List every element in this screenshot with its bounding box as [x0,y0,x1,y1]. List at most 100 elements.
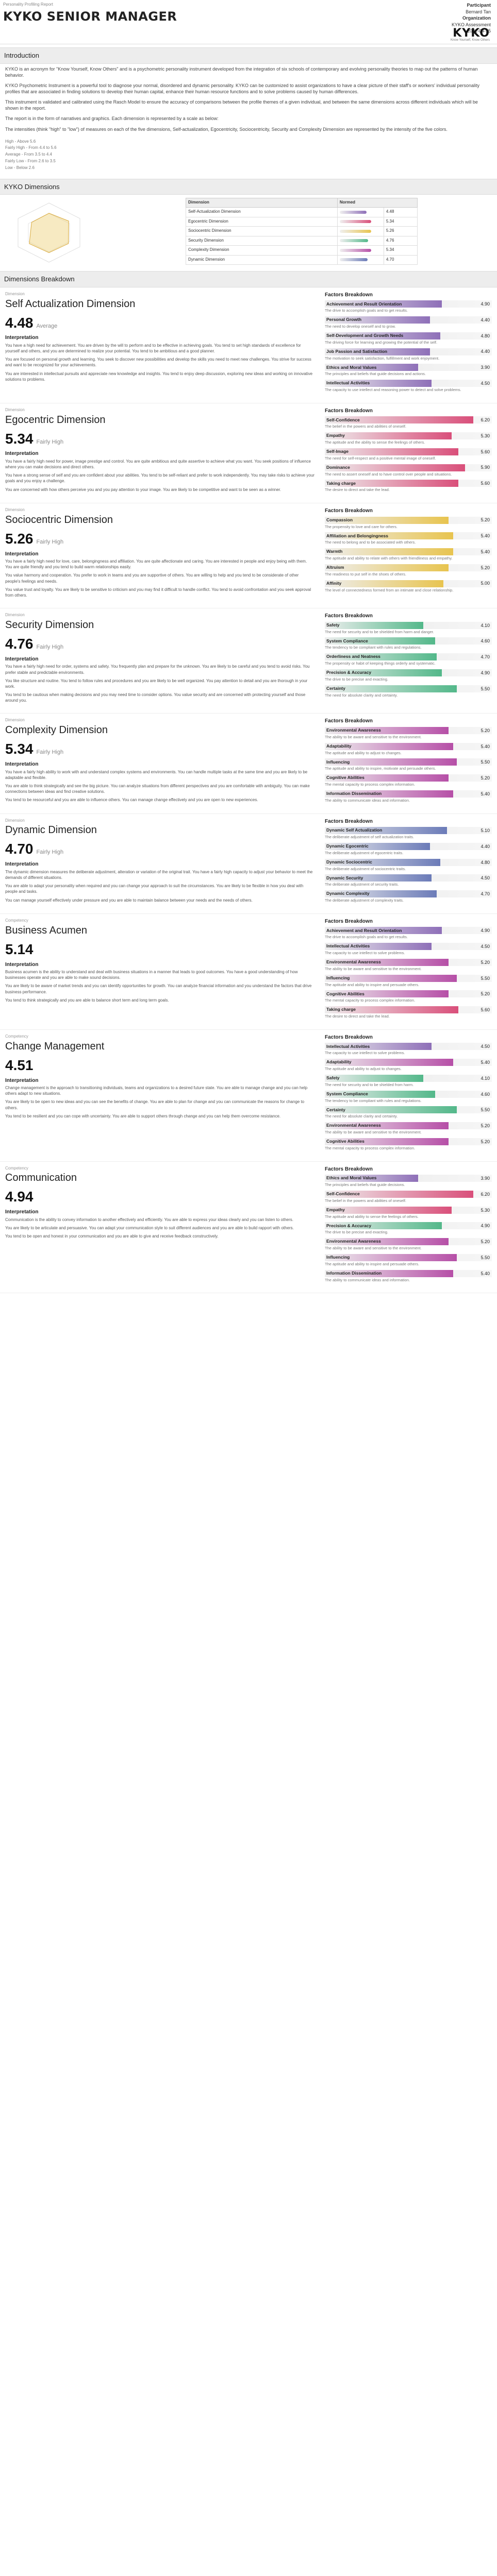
factor-item: Ethics and Moral Values 3.90 The principle… [325,1175,492,1188]
breakdown-heading: Dimensions Breakdown [0,271,497,287]
factor-bar: Intellectual Activities 4.50 [325,943,492,951]
dimension-category: Competency [5,1165,28,1171]
factor-value: 4.50 [481,1044,490,1049]
factor-name: Intellectual Activities [326,943,370,949]
factor-name: Adaptability [326,1059,352,1065]
factor-item: Environmental Awareness 5.20 The ability t… [325,958,492,972]
factor-value: 5.50 [481,975,490,981]
factor-bar: Ethics and Moral Values 3.90 [325,1175,492,1182]
factor-value: 4.50 [481,875,490,881]
factor-item: Adaptability 5.40 The aptitude and ability… [325,742,492,756]
factor-name: Influencing [326,759,350,765]
factor-description: The aptitude and the ability to sense th… [325,440,425,445]
factor-bar: Influencing 5.50 [325,758,492,766]
factor-item: System Compliance 4.60 The tendency to be … [325,637,492,650]
factor-name: Environmental Awareness [326,727,381,733]
factor-description: The need to belong and to be associated … [325,540,416,545]
factor-description: The mental capacity to process complex i… [325,1145,416,1150]
factor-bar: Intellectual Activities 4.50 [325,1043,492,1050]
factors-breakdown: Factors Breakdown Self-Confidence 6.20 The … [325,408,492,496]
dimension-interpretation: Dimension Self Actualization Dimension 4.4… [5,292,325,396]
report-date: 2021-04-15 [467,28,491,34]
dimension-interpretation: Dimension Dynamic Dimension 4.70 Fairly Hig… [5,818,325,906]
factor-item: Achievement and Result Orientation 4.90 Th… [325,927,492,940]
dimension-bar-cell [337,245,384,256]
factor-value: 5.20 [481,517,490,523]
factor-description: The level of connectedness formed from a… [325,587,454,592]
interpretation-paragraph: You have a fairly high need for order, s… [5,664,310,675]
factor-value: 5.40 [481,791,490,796]
factor-description: The ability to be aware and sensitive to… [325,1130,422,1135]
factor-name: Dominance [326,464,350,470]
factor-description: The drive to be precise and exacting. [325,676,388,682]
factor-bar: Self-Image 5.60 [325,448,492,455]
score-row: 5.34 Fairly High [5,429,314,449]
interpretation-paragraph: You are likely to be articulate and pers… [5,1225,294,1230]
dimension-bar-cell [337,216,384,227]
factor-item: Adaptability 5.40 The aptitude and ability… [325,1059,492,1072]
factor-value: 5.40 [481,533,490,539]
dimension-block: Competency Business Acumen 5.14 Interpretat… [0,914,497,1030]
factor-description: The aptitude and ability to inspire and … [325,982,420,987]
factor-item: Dynamic Security 4.50 The deliberate adjus… [325,874,492,887]
score-row: 4.70 Fairly High [5,839,314,859]
factor-bar: Affiliation and Belongingness 5.40 [325,532,492,540]
factor-bar: Cognitive Abilities 5.20 [325,990,492,998]
factor-name: Cognitive Abilities [326,775,365,781]
factor-item: Information Dissemination 5.40 The ability… [325,1269,492,1283]
factor-item: Intellectual Activities 4.50 The capacity … [325,943,492,956]
factor-value: 4.50 [481,380,490,386]
factor-bar: Dynamic Egocentric 4.40 [325,842,492,850]
factor-fill [325,548,454,555]
factor-fill [325,1122,449,1130]
factor-item: Influencing 5.50 The aptitude and ability … [325,1253,492,1267]
factor-value: 4.90 [481,1223,490,1229]
dimension-score: 4.48 [5,314,34,331]
dimension-bar [339,248,372,252]
report-header: Personality Profiling Report KYKO SENIOR… [0,0,497,44]
col-normed: Normed [337,198,418,208]
dimension-interpretation: Competency Business Acumen 5.14 Interpretat… [5,918,325,1022]
dimension-value: 4.76 [383,235,418,246]
factor-value: 5.30 [481,1207,490,1213]
factor-description: The deliberate adjustment of sociocentri… [325,866,406,871]
dimension-score: 4.51 [5,1057,34,1073]
legend-item: Fairly Low - From 2.6 to 3.5 [5,159,56,164]
factor-item: Cognitive Abilities 5.20 The mental capaci… [325,1138,492,1151]
factor-value: 3.90 [481,365,490,370]
factor-fill [325,1090,435,1098]
factor-fill [325,637,435,645]
dimension-category: Dimension [5,613,25,618]
factors-title: Factors Breakdown [325,613,373,619]
interpretation-paragraph: You tend to be cautious when making deci… [5,692,306,703]
interpretation-label: Interpretation [5,961,39,968]
factor-name: Influencing [326,1255,350,1260]
participant-label: Participant [467,3,491,8]
factor-value: 5.90 [481,465,490,470]
interpretation-paragraph: You are able to adapt your personality w… [5,884,304,894]
factor-bar: Environmental Awareness 5.20 [325,1238,492,1246]
dimension-bar [339,229,371,233]
dimension-name: Dynamic Dimension [186,255,338,265]
factor-description: The desire to direct and take the lead. [325,487,390,493]
factor-bar: Empathy 5.30 [325,432,492,439]
participant-name: Bernard Tan [466,9,491,14]
factor-name: Intellectual Activities [326,380,370,386]
factor-name: Influencing [326,975,350,980]
factor-value: 5.50 [481,1107,490,1113]
interpretation-label: Interpretation [5,451,39,457]
factor-value: 5.20 [481,775,490,781]
factor-fill [325,564,449,571]
factor-bar: Precision & Accuracy 4.90 [325,669,492,676]
factor-description: The need for absolute clarity and certai… [325,692,398,698]
factor-fill [325,1190,474,1198]
dimension-interpretation: Dimension Sociocentric Dimension 5.26 Fairl… [5,507,325,601]
dimension-category: Dimension [5,507,25,512]
factor-description: The driving force for learning and growi… [325,340,438,345]
dimension-score: 4.70 [5,841,34,857]
interpretation-paragraph: You are able to think strategically and … [5,783,310,794]
factor-value: 3.90 [481,1176,490,1181]
factor-value: 4.50 [481,944,490,950]
factor-fill [325,532,454,540]
factor-description: The ability to be aware and sensitive to… [325,966,422,971]
